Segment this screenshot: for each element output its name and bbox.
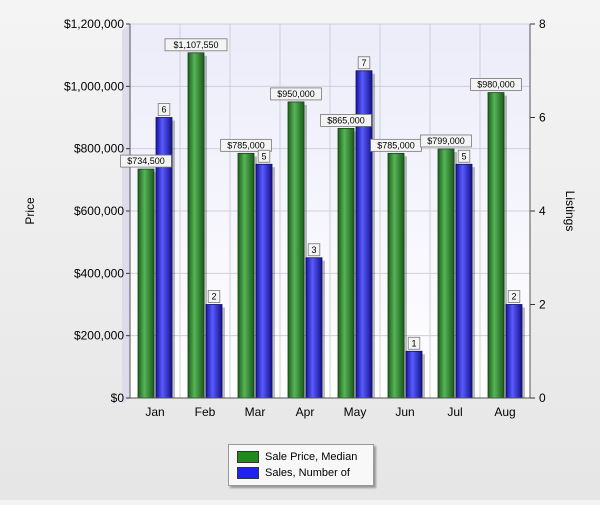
x-tick-label: Apr: [296, 405, 315, 419]
y2-tick-label: 8: [539, 17, 546, 31]
data-label-sales-count: 5: [257, 149, 271, 163]
bar-sales-count: [255, 163, 273, 399]
data-label-sales-count: 7: [357, 56, 371, 70]
bar-sale-price: [237, 152, 255, 399]
bar-sales-count: [305, 257, 323, 399]
legend-label-sale-price: Sale Price, Median: [265, 451, 358, 463]
data-label-text: 6: [161, 105, 166, 115]
y2-tick-label: 4: [539, 204, 546, 218]
y-tick-label: $1,200,000: [64, 17, 124, 31]
data-label-sales-count: 2: [507, 290, 521, 303]
data-label-box: [457, 149, 471, 163]
data-label-sale-price: $785,000: [370, 138, 422, 152]
data-label-text: $1,107,550: [173, 40, 218, 50]
data-label-text: $799,000: [427, 136, 465, 146]
data-label-box: [307, 243, 321, 257]
y-tick-label: $200,000: [74, 329, 124, 343]
data-label-text: $785,000: [377, 140, 415, 150]
y-tick-label: $400,000: [74, 266, 124, 280]
legend-label-sales-count: Sales, Number of: [265, 467, 350, 479]
bar-sales-count: [205, 304, 223, 399]
x-tick-label: Jun: [395, 405, 414, 419]
data-label-box: [164, 38, 228, 52]
data-label-box: [220, 138, 272, 152]
data-label-sale-price: $865,000: [320, 114, 372, 127]
data-label-box: [470, 78, 522, 91]
y-tick-label: $600,000: [74, 204, 124, 218]
x-tick-label: Jan: [145, 405, 164, 419]
plot-side-wall: [122, 24, 130, 404]
bar-sale-price: [437, 148, 455, 399]
data-label-box: [407, 336, 421, 350]
data-label-text: 2: [511, 292, 516, 302]
data-label-sale-price: $799,000: [420, 134, 472, 148]
data-label-text: $950,000: [277, 89, 315, 99]
x-tick-label: Feb: [195, 405, 216, 419]
data-label-box: [207, 290, 221, 303]
data-label-box: [157, 103, 171, 116]
data-label-box: [420, 134, 472, 148]
y2-tick-label: 6: [539, 111, 546, 125]
x-tick-label: Jul: [447, 405, 462, 419]
bar-sale-price: [137, 168, 155, 399]
bar-sale-price: [287, 101, 305, 399]
data-label-box: [357, 56, 371, 70]
data-label-sales-count: 2: [207, 290, 221, 303]
data-label-text: 1: [411, 338, 416, 348]
x-tick-label: Aug: [494, 405, 515, 419]
data-label-sale-price: $734,500: [120, 154, 172, 168]
data-label-sale-price: $980,000: [470, 78, 522, 91]
data-label-text: $734,500: [127, 156, 165, 166]
bar-sale-price: [387, 152, 405, 399]
bar-sales-count: [455, 163, 473, 399]
legend-swatch-blue: [237, 467, 259, 479]
bar-sale-price: [337, 128, 355, 399]
data-label-box: [507, 290, 521, 303]
data-label-sale-price: $785,000: [220, 138, 272, 152]
data-label-box: [257, 149, 271, 163]
bar-sales-count: [505, 304, 523, 399]
bar-sale-price: [487, 92, 505, 399]
x-tick-label: May: [344, 405, 367, 419]
data-label-box: [120, 154, 172, 168]
chart-legend: Sale Price, Median Sales, Number of: [228, 444, 374, 486]
data-label-text: 5: [261, 151, 266, 161]
data-label-text: 5: [461, 151, 466, 161]
y2-axis-title: Listings: [563, 191, 577, 232]
bar-sale-price: [187, 52, 205, 399]
data-label-box: [320, 114, 372, 127]
bar-sales-count: [405, 350, 423, 399]
data-label-sales-count: 6: [157, 103, 171, 116]
data-label-sale-price: $950,000: [270, 87, 322, 101]
y-axis-title: Price: [23, 197, 37, 225]
data-label-text: $980,000: [477, 80, 515, 90]
data-label-text: 7: [361, 58, 366, 68]
y2-tick-label: 2: [539, 298, 546, 312]
y-tick-label: $0: [111, 391, 125, 405]
data-label-text: $865,000: [327, 115, 365, 125]
data-label-text: $785,000: [227, 140, 265, 150]
data-label-sale-price: $1,107,550: [164, 38, 228, 52]
data-label-sales-count: 5: [457, 149, 471, 163]
data-label-sales-count: 1: [407, 336, 421, 350]
data-label-text: 2: [211, 292, 216, 302]
data-label-sales-count: 3: [307, 243, 321, 257]
y2-tick-label: 0: [539, 391, 546, 405]
legend-item-sales-count: Sales, Number of: [229, 465, 373, 481]
data-label-text: 3: [311, 245, 316, 255]
legend-swatch-green: [237, 451, 259, 463]
y-tick-label: $1,000,000: [64, 79, 124, 93]
x-tick-label: Mar: [245, 405, 266, 419]
y-tick-label: $800,000: [74, 142, 124, 156]
legend-item-sale-price: Sale Price, Median: [229, 449, 373, 465]
data-label-box: [270, 87, 322, 101]
